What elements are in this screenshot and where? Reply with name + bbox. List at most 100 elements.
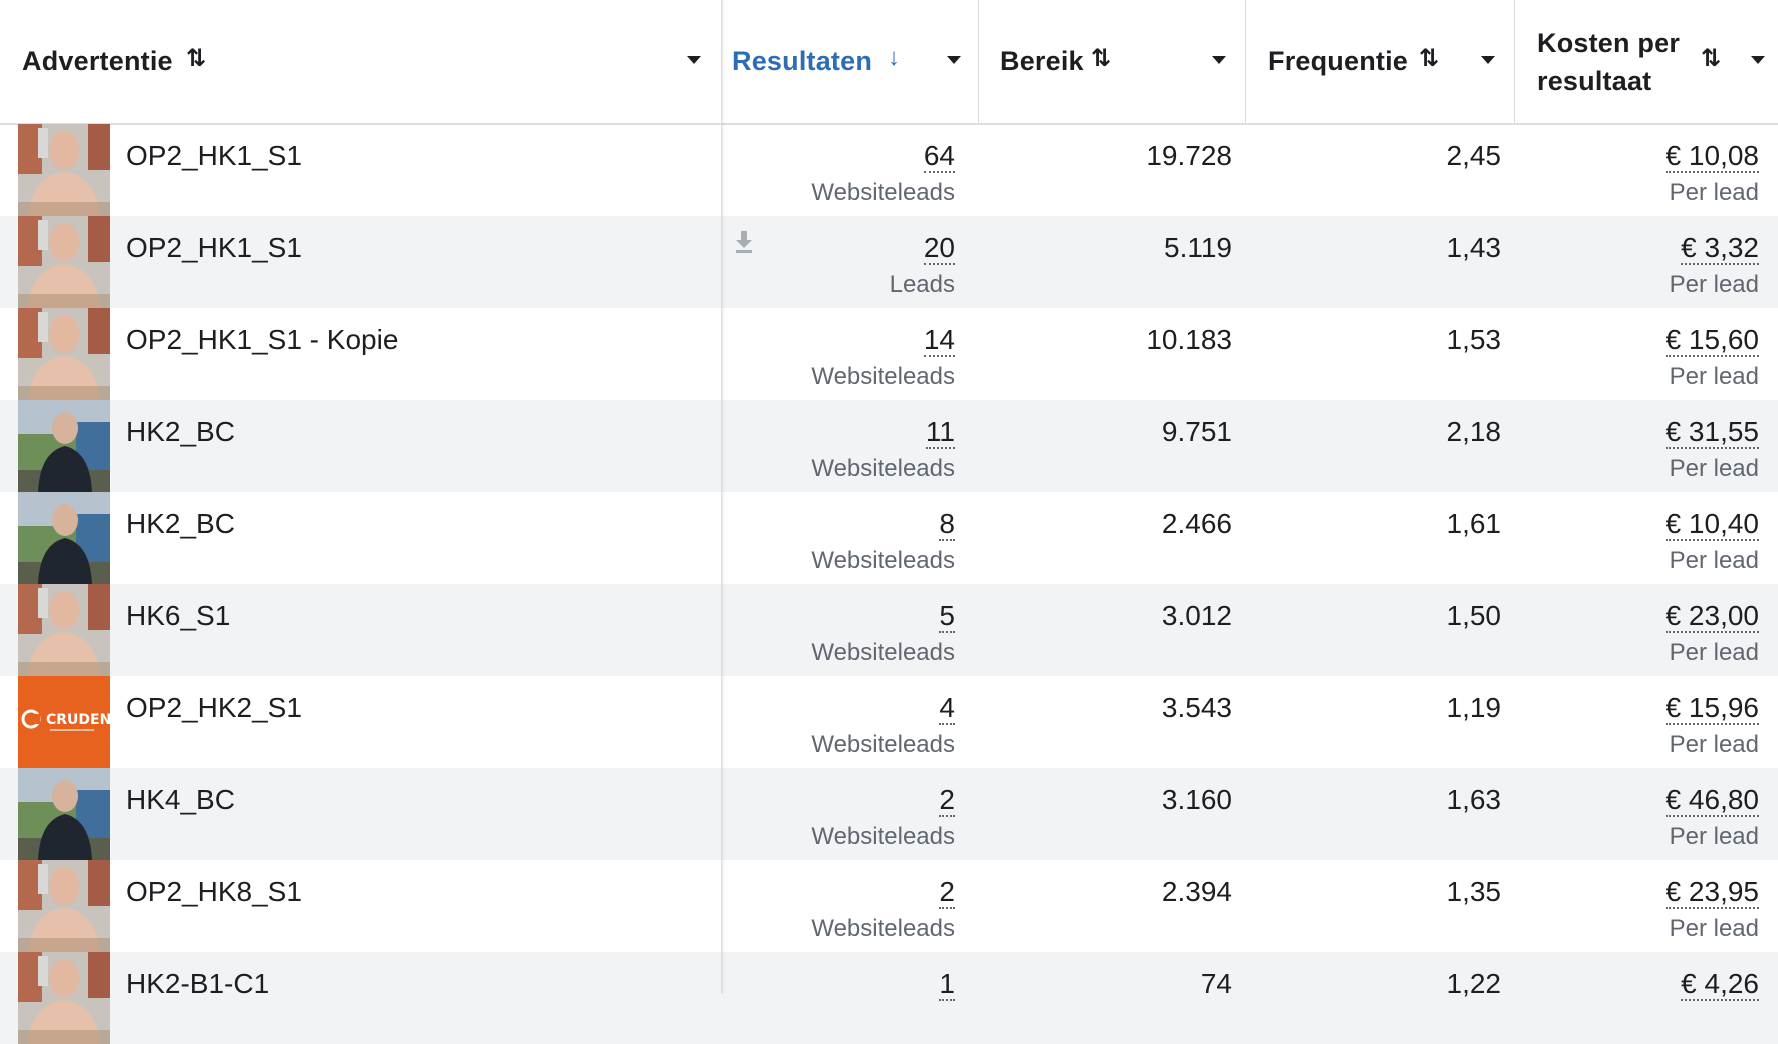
results-type: Websiteleads xyxy=(811,179,955,206)
reach-value: 5.119 xyxy=(1164,232,1232,263)
ad-thumbnail[interactable] xyxy=(18,308,110,400)
column-dropdown-icon[interactable] xyxy=(1751,56,1765,64)
table-row[interactable]: OP2_HK1_S1 - Kopie 14 Websiteleads 10.183 1,… xyxy=(0,308,1778,400)
table-row[interactable]: CRUDEN OP2_HK2_S1 4 Websiteleads 3.543 1,19 € … xyxy=(0,676,1778,768)
cost-per-result-value[interactable]: € 23,00 xyxy=(1665,600,1759,633)
column-header-kosten-per-resultaat[interactable]: Kosten per resultaat ⇅ xyxy=(1515,0,1778,123)
table-row[interactable]: OP2_HK1_S1 20 Leads 5.119 1,43 € 3,32 Per lead xyxy=(0,216,1778,308)
cost-unit: Per lead xyxy=(1669,823,1759,850)
column-header-label-line2: resultaat xyxy=(1537,66,1652,96)
frequency-value: 1,35 xyxy=(1446,876,1502,907)
ad-name[interactable]: OP2_HK8_S1 xyxy=(126,876,302,907)
frequency-value: 1,19 xyxy=(1446,692,1502,723)
table-row[interactable]: OP2_HK8_S1 2 Websiteleads 2.394 1,35 € 23,95 P… xyxy=(0,860,1778,952)
frequency-value: 1,22 xyxy=(1446,968,1502,999)
results-value[interactable]: 2 xyxy=(939,876,955,909)
column-dropdown-icon[interactable] xyxy=(1212,56,1226,64)
cost-unit: Per lead xyxy=(1669,455,1759,482)
ad-thumbnail[interactable] xyxy=(18,400,110,492)
results-value[interactable]: 2 xyxy=(939,784,955,817)
sort-descending-icon[interactable]: ↓ xyxy=(888,44,900,71)
cost-per-result-value[interactable]: € 46,80 xyxy=(1665,784,1759,817)
cost-per-result-value[interactable]: € 10,08 xyxy=(1665,140,1759,173)
column-divider xyxy=(978,0,979,123)
ad-name[interactable]: HK2-B1-C1 xyxy=(126,968,270,999)
cost-per-result-value[interactable]: € 15,96 xyxy=(1665,692,1759,725)
column-header-resultaten[interactable]: Resultaten ↓ xyxy=(722,0,978,123)
column-header-frequentie[interactable]: Frequentie ⇅ xyxy=(1246,0,1514,123)
ad-name[interactable]: HK6_S1 xyxy=(126,600,231,631)
sort-toggle-icon[interactable]: ⇅ xyxy=(1419,45,1440,72)
ad-name[interactable]: OP2_HK1_S1 - Kopie xyxy=(126,324,399,355)
results-type: Websiteleads xyxy=(811,455,955,482)
ad-thumbnail[interactable] xyxy=(18,952,110,1044)
results-value[interactable]: 64 xyxy=(923,140,955,173)
sort-toggle-icon[interactable]: ⇅ xyxy=(1701,45,1722,72)
table-row[interactable]: HK2_BC 8 Websiteleads 2.466 1,61 € 10,40 Per l… xyxy=(0,492,1778,584)
results-type: Websiteleads xyxy=(811,823,955,850)
ad-name[interactable]: OP2_HK2_S1 xyxy=(126,692,302,723)
sort-toggle-icon[interactable]: ⇅ xyxy=(186,45,207,72)
frequency-value: 2,18 xyxy=(1446,416,1502,447)
reach-value: 74 xyxy=(1200,968,1232,999)
frequency-value: 2,45 xyxy=(1446,140,1502,171)
ad-thumbnail[interactable] xyxy=(18,860,110,952)
table-row[interactable]: HK4_BC 2 Websiteleads 3.160 1,63 € 46,80 Per l… xyxy=(0,768,1778,860)
ad-name[interactable]: OP2_HK1_S1 xyxy=(126,140,302,171)
cruden-logo-text: CRUDEN xyxy=(46,712,110,728)
column-header-label-line1: Kosten per xyxy=(1537,28,1681,58)
cost-per-result-value[interactable]: € 23,95 xyxy=(1665,876,1759,909)
frozen-column-shadow xyxy=(721,0,725,994)
results-value[interactable]: 8 xyxy=(939,508,955,541)
frozen-column-divider xyxy=(721,0,722,994)
results-type: Websiteleads xyxy=(811,363,955,390)
ad-name[interactable]: HK2_BC xyxy=(126,508,235,539)
column-divider xyxy=(1514,0,1515,123)
reach-value: 3.543 xyxy=(1161,692,1232,723)
results-value[interactable]: 14 xyxy=(923,324,955,357)
ad-name[interactable]: OP2_HK1_S1 xyxy=(126,232,302,263)
results-value[interactable]: 4 xyxy=(939,692,955,725)
reach-value: 9.751 xyxy=(1161,416,1232,447)
column-header-label: Bereik xyxy=(1000,46,1084,76)
cost-unit: Per lead xyxy=(1669,915,1759,942)
cost-per-result-value[interactable]: € 15,60 xyxy=(1665,324,1759,357)
results-value[interactable]: 5 xyxy=(939,600,955,633)
table-row[interactable]: HK6_S1 5 Websiteleads 3.012 1,50 € 23,00 Per l… xyxy=(0,584,1778,676)
cost-per-result-value[interactable]: € 31,55 xyxy=(1665,416,1759,449)
frequency-value: 1,43 xyxy=(1446,232,1502,263)
column-header-advertentie[interactable]: Advertentie ⇅ xyxy=(0,0,721,123)
results-type: Websiteleads xyxy=(811,915,955,942)
reach-value: 3.160 xyxy=(1161,784,1232,815)
table-row[interactable]: HK2-B1-C1 1 74 1,22 € 4,26 xyxy=(0,952,1778,1044)
column-header-label: Advertentie xyxy=(22,46,173,76)
cost-unit: Per lead xyxy=(1669,731,1759,758)
results-type: Websiteleads xyxy=(811,639,955,666)
ad-thumbnail[interactable] xyxy=(18,216,110,308)
column-dropdown-icon[interactable] xyxy=(687,56,701,64)
ad-name[interactable]: HK4_BC xyxy=(126,784,235,815)
cost-per-result-value[interactable]: € 10,40 xyxy=(1665,508,1759,541)
column-header-bereik[interactable]: Bereik ⇅ xyxy=(979,0,1245,123)
results-value[interactable]: 11 xyxy=(925,416,955,449)
ad-thumbnail[interactable] xyxy=(18,124,110,216)
column-dropdown-icon[interactable] xyxy=(1481,56,1495,64)
cost-unit: Per lead xyxy=(1669,639,1759,666)
results-value[interactable]: 20 xyxy=(923,232,955,265)
sort-toggle-icon[interactable]: ⇅ xyxy=(1091,45,1112,72)
column-dropdown-icon[interactable] xyxy=(947,56,961,64)
results-value[interactable]: 1 xyxy=(939,968,955,1001)
cost-per-result-value[interactable]: € 4,26 xyxy=(1681,968,1759,1001)
ad-name[interactable]: HK2_BC xyxy=(126,416,235,447)
table-row[interactable]: HK2_BC 11 Websiteleads 9.751 2,18 € 31,55 Per … xyxy=(0,400,1778,492)
cost-per-result-value[interactable]: € 3,32 xyxy=(1681,232,1759,265)
ad-thumbnail[interactable] xyxy=(18,584,110,676)
ad-thumbnail[interactable] xyxy=(18,768,110,860)
download-icon[interactable] xyxy=(735,230,753,254)
table-row[interactable]: OP2_HK1_S1 64 Websiteleads 19.728 2,45 € 10,0… xyxy=(0,124,1778,216)
results-type: Websiteleads xyxy=(811,547,955,574)
ad-thumbnail[interactable] xyxy=(18,492,110,584)
ad-thumbnail[interactable]: CRUDEN xyxy=(18,676,110,768)
frequency-value: 1,63 xyxy=(1446,784,1502,815)
